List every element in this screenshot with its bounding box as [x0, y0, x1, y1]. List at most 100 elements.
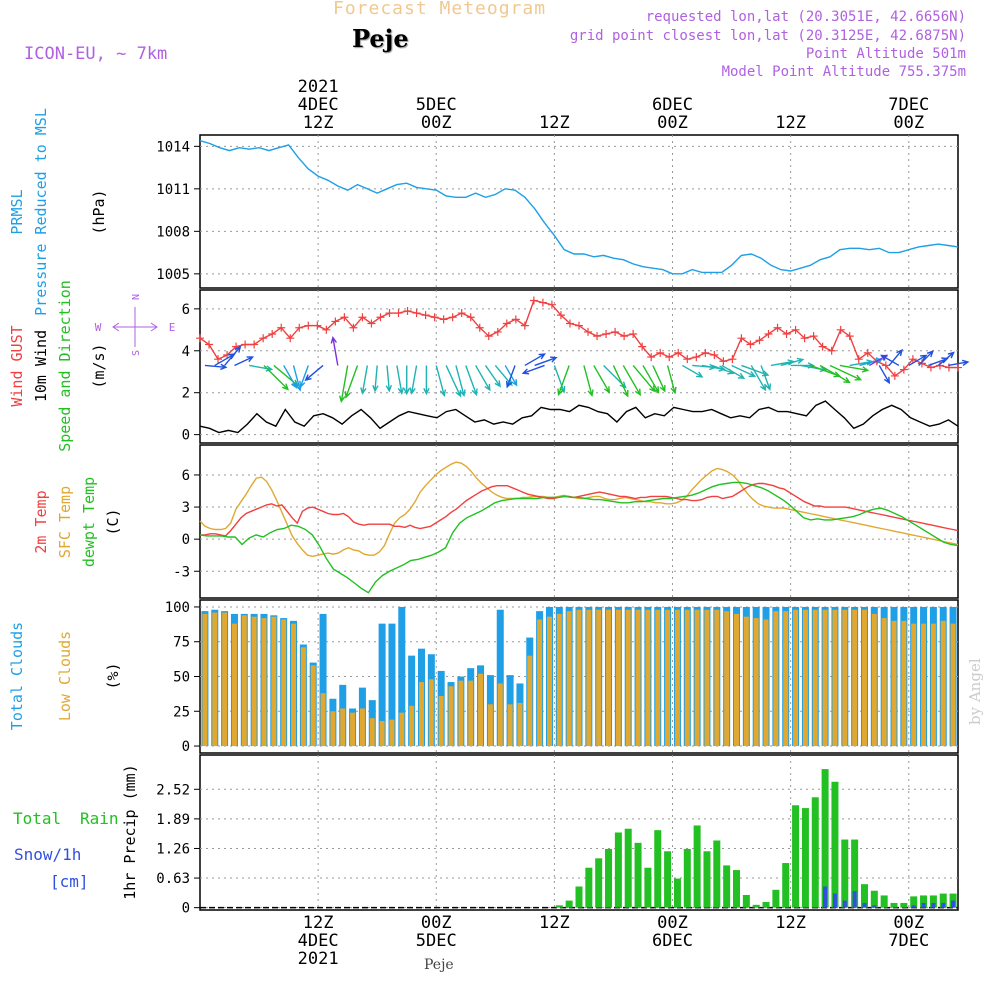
wind-vector-arrow [423, 365, 430, 396]
model-altitude: Model Point Altitude 755.375m [721, 64, 966, 80]
low-cloud-bar [576, 609, 582, 747]
wind-vector-arrow [339, 365, 349, 403]
time-label-bottom: 00Z [657, 913, 688, 933]
rain-bar [752, 904, 760, 908]
rain-bar [920, 895, 928, 908]
compass-east: E [169, 321, 176, 334]
wind-axis-title: Wind GUST [8, 325, 26, 406]
temp-axis-title: (C) [104, 508, 122, 535]
wind-vector-arrow [918, 350, 934, 366]
low-cloud-bar [359, 708, 365, 747]
low-cloud-bar [399, 712, 405, 747]
gust-marker [954, 363, 962, 372]
gust-marker [547, 300, 556, 309]
rain-bar [929, 895, 937, 908]
wind-vector-arrow [780, 357, 805, 367]
wind-vector-arrow [652, 365, 666, 393]
gust-marker [584, 327, 593, 336]
rain-bar [910, 896, 918, 908]
wind-vector-arrow [204, 363, 228, 371]
compass-north: N [131, 294, 142, 300]
gust-marker [935, 361, 944, 370]
rain-bar [575, 886, 583, 908]
y-tick-label: 4 [182, 344, 190, 360]
gust-marker [827, 346, 836, 355]
panel-frame [199, 134, 959, 289]
time-label-top: 12Z [539, 113, 570, 133]
gust-marker [593, 332, 602, 341]
rain-bar [683, 848, 691, 908]
wind-vector-arrow [385, 365, 393, 393]
rain-bar [939, 893, 947, 908]
low-cloud-bar [369, 718, 375, 747]
low-cloud-bar [340, 708, 346, 747]
total-cloud-bar [496, 609, 504, 747]
point-altitude: Point Altitude 501m [805, 46, 966, 62]
low-cloud-bar [468, 680, 474, 747]
time-label-bottom: 5DEC [416, 931, 457, 951]
gust-marker [295, 323, 304, 332]
time-label-top: 00Z [421, 113, 452, 133]
rain-bar [644, 867, 652, 908]
temp-axis-title: 2m Temp [32, 490, 50, 553]
total-cloud-bar [398, 606, 406, 747]
cloud-axis-title: Total Clouds [8, 622, 26, 730]
low-cloud-bar [891, 620, 897, 747]
low-cloud-bar [871, 613, 877, 747]
total-cloud-bar [378, 623, 386, 747]
gust-marker [638, 342, 647, 351]
gust-marker [764, 330, 773, 339]
wind-axis-title: Speed and Direction [56, 280, 74, 452]
y-tick-label: 2.52 [156, 782, 190, 798]
gridpoint-coords: grid point closest lon,lat (20.3125E, 42… [569, 28, 966, 44]
low-cloud-bar [428, 679, 434, 747]
snow-unit-label: [cm] [50, 872, 89, 891]
time-label-bottom: 2021 [298, 949, 339, 969]
rain-bar [772, 889, 780, 908]
time-label-bottom: 00Z [421, 913, 452, 933]
y-tick-label: 3 [182, 500, 190, 516]
wind-vector-arrow [360, 365, 369, 395]
gust-marker [205, 340, 214, 349]
low-cloud-bar [231, 623, 237, 747]
gust-marker [565, 319, 574, 328]
low-cloud-bar [822, 609, 828, 747]
low-cloud-bar [743, 616, 749, 747]
y-tick-label: 1011 [156, 182, 190, 198]
gust-marker [430, 313, 439, 322]
rain-bar [821, 769, 829, 908]
low-cloud-bar [517, 702, 523, 747]
rain-bar [595, 858, 603, 908]
wind-vector-arrow [234, 356, 255, 367]
gust-marker [737, 334, 746, 343]
time-label-top: 5DEC [416, 95, 457, 115]
low-cloud-bar [546, 616, 552, 747]
wind-vector-arrow [521, 364, 545, 375]
wind-vector-arrow [435, 365, 447, 397]
y-tick-label: 75 [173, 635, 190, 651]
gust-marker [719, 357, 728, 366]
y-tick-label: 100 [165, 600, 190, 616]
compass-south: S [131, 350, 142, 356]
snow-bar [931, 902, 936, 908]
wind-vector-arrow [593, 365, 611, 394]
rain-bar [703, 851, 711, 908]
rain-bar [565, 900, 573, 908]
wind-vector-arrow [344, 365, 359, 399]
low-cloud-bar [665, 609, 671, 747]
rain-bar [664, 851, 672, 908]
snow-bar [921, 902, 926, 908]
gust-marker [475, 323, 484, 332]
low-cloud-bar [694, 609, 700, 747]
gust-marker [448, 313, 457, 322]
gust-marker [791, 325, 800, 334]
low-cloud-bar [753, 618, 759, 747]
wind-vector-arrow [403, 365, 410, 396]
y-tick-label: 1.26 [156, 841, 190, 857]
low-cloud-bar [921, 623, 927, 747]
rain-bar [900, 902, 908, 908]
wind-vector-arrow [396, 365, 405, 395]
time-label-top: 12Z [303, 113, 334, 133]
rain-bar [713, 840, 721, 908]
